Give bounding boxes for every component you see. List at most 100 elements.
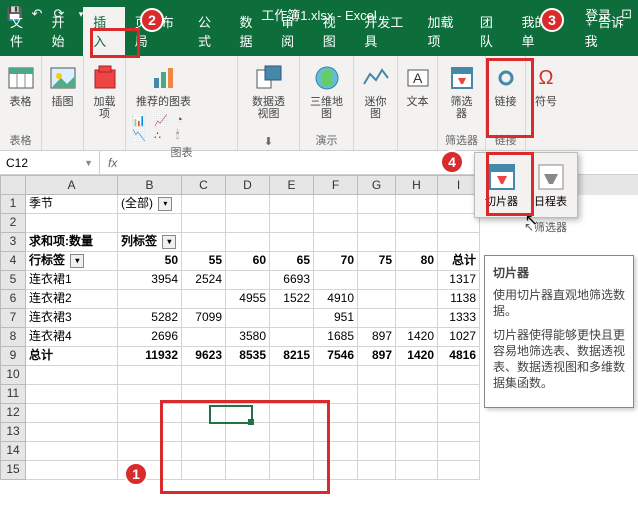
filters-button[interactable]: 筛选器 <box>442 60 482 122</box>
col-header[interactable]: C <box>182 175 226 195</box>
tab-9[interactable]: 加载项 <box>417 7 469 56</box>
cell[interactable] <box>26 385 118 404</box>
cell[interactable] <box>358 233 396 252</box>
pivotchart-button[interactable]: 数据透视图 <box>244 60 293 122</box>
cell[interactable]: 1333 <box>438 309 480 328</box>
cell[interactable]: 1420 <box>396 328 438 347</box>
tab-8[interactable]: 开发工具 <box>354 7 417 56</box>
cell[interactable] <box>314 404 358 423</box>
cell[interactable]: 60 <box>226 252 270 271</box>
cell[interactable] <box>314 195 358 214</box>
tab-1[interactable]: 开始 <box>42 7 84 56</box>
cell[interactable]: 80 <box>396 252 438 271</box>
cell[interactable] <box>438 404 480 423</box>
cell[interactable] <box>314 233 358 252</box>
cell[interactable] <box>358 366 396 385</box>
cell[interactable] <box>396 442 438 461</box>
cell[interactable]: 7099 <box>182 309 226 328</box>
area-chart-icon[interactable]: 📉 <box>132 129 152 142</box>
col-header[interactable]: A <box>26 175 118 195</box>
cell[interactable] <box>26 423 118 442</box>
cell[interactable] <box>182 195 226 214</box>
cell[interactable] <box>358 195 396 214</box>
cell[interactable]: 1317 <box>438 271 480 290</box>
filter-dropdown-icon[interactable]: ▾ <box>70 254 84 268</box>
cell[interactable] <box>182 461 226 480</box>
col-header[interactable]: G <box>358 175 396 195</box>
cell[interactable]: 2524 <box>182 271 226 290</box>
cell[interactable]: 5282 <box>118 309 182 328</box>
cell[interactable] <box>314 271 358 290</box>
cell[interactable] <box>396 195 438 214</box>
cell[interactable] <box>182 233 226 252</box>
cell[interactable]: 4955 <box>226 290 270 309</box>
tab-4[interactable]: 公式 <box>188 7 230 56</box>
cell[interactable] <box>270 385 314 404</box>
cell[interactable] <box>438 233 480 252</box>
cell[interactable]: 总计 <box>438 252 480 271</box>
cell[interactable] <box>270 442 314 461</box>
cell[interactable] <box>358 309 396 328</box>
cell[interactable]: 2696 <box>118 328 182 347</box>
symbols-button[interactable]: Ω 符号 <box>526 60 566 110</box>
tab-0[interactable]: 文件 <box>0 7 42 56</box>
tab-6[interactable]: 审阅 <box>271 7 313 56</box>
cell[interactable] <box>396 366 438 385</box>
col-header[interactable]: F <box>314 175 358 195</box>
sparklines-button[interactable]: 迷你图 <box>356 60 396 122</box>
slicer-popup-button[interactable]: 切片器 <box>481 159 522 211</box>
addins-button[interactable]: 加载项 <box>85 60 125 122</box>
cell[interactable] <box>118 290 182 309</box>
tab-2[interactable]: 插入 <box>83 7 125 56</box>
cell[interactable] <box>118 423 182 442</box>
cell[interactable]: 55 <box>182 252 226 271</box>
3dmap-button[interactable]: 三维地图 <box>306 60 347 122</box>
cell[interactable] <box>396 309 438 328</box>
cell[interactable] <box>226 385 270 404</box>
row-header[interactable]: 15 <box>0 461 26 480</box>
illustrations-button[interactable]: 插图 <box>43 60 83 110</box>
cell[interactable]: 连衣裙4 <box>26 328 118 347</box>
cell[interactable]: 1420 <box>396 347 438 366</box>
cell[interactable] <box>270 309 314 328</box>
cell[interactable]: 连衣裙1 <box>26 271 118 290</box>
row-header[interactable]: 11 <box>0 385 26 404</box>
cell[interactable] <box>358 214 396 233</box>
cell[interactable] <box>314 423 358 442</box>
col-header[interactable]: H <box>396 175 438 195</box>
filter-dropdown-icon[interactable]: ▾ <box>162 235 176 249</box>
cell[interactable]: 897 <box>358 347 396 366</box>
cell[interactable] <box>226 366 270 385</box>
cell[interactable] <box>226 442 270 461</box>
row-header[interactable]: 10 <box>0 366 26 385</box>
row-header[interactable]: 4 <box>0 252 26 271</box>
cell[interactable] <box>314 385 358 404</box>
tab-10[interactable]: 团队 <box>470 7 512 56</box>
row-header[interactable]: 13 <box>0 423 26 442</box>
row-header[interactable]: 5 <box>0 271 26 290</box>
cell[interactable]: 求和项:数量 <box>26 233 118 252</box>
filter-dropdown-icon[interactable]: ▾ <box>158 197 172 211</box>
cell[interactable]: 50 <box>118 252 182 271</box>
cell[interactable] <box>438 442 480 461</box>
scatter-chart-icon[interactable]: ∴ <box>154 129 174 142</box>
cell[interactable] <box>26 442 118 461</box>
cell[interactable]: 季节 <box>26 195 118 214</box>
cell[interactable] <box>118 442 182 461</box>
cell[interactable]: 1027 <box>438 328 480 347</box>
cell[interactable]: 8535 <box>226 347 270 366</box>
cell[interactable]: 行标签 ▾ <box>26 252 118 271</box>
cell[interactable]: 7546 <box>314 347 358 366</box>
cell[interactable] <box>314 214 358 233</box>
cell[interactable] <box>396 461 438 480</box>
cell[interactable] <box>314 366 358 385</box>
row-header[interactable]: 3 <box>0 233 26 252</box>
cell[interactable] <box>226 309 270 328</box>
cell[interactable] <box>270 404 314 423</box>
cell[interactable] <box>270 366 314 385</box>
cell[interactable]: 1685 <box>314 328 358 347</box>
cell[interactable] <box>182 385 226 404</box>
cell[interactable]: 总计 <box>26 347 118 366</box>
cell[interactable] <box>118 366 182 385</box>
cell[interactable] <box>182 290 226 309</box>
